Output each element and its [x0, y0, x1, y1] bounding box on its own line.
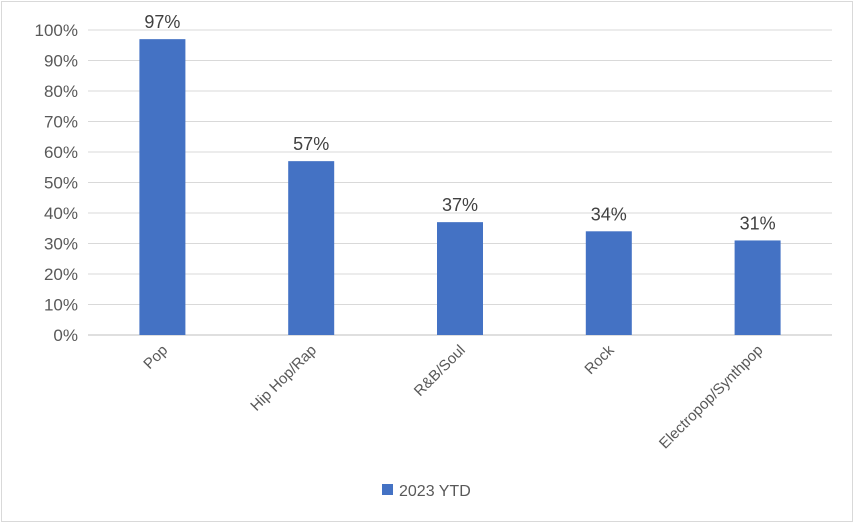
x-tick-label: R&B/Soul — [411, 342, 469, 400]
bars — [139, 39, 781, 336]
y-tick-label: 20% — [44, 265, 78, 284]
x-tick-label: Rock — [581, 341, 618, 378]
y-tick-label: 60% — [44, 143, 78, 162]
gridlines — [88, 29, 832, 336]
bar — [139, 39, 186, 336]
x-axis: Pop Hip Hop/Rap R&B/Soul Rock Electropop/Syn… — [140, 341, 766, 452]
bar — [437, 222, 483, 335]
legend: 2023 YTD — [382, 483, 471, 500]
y-axis: 0% 10% 20% 30% 40% 50% 60% 70% 80% 90% 100% — [35, 21, 78, 345]
legend-label: 2023 YTD — [399, 483, 471, 500]
y-tick-label: 90% — [44, 52, 78, 71]
x-tick-label: Hip Hop/Rap — [247, 342, 320, 415]
y-tick-label: 10% — [44, 296, 78, 315]
data-label: 57% — [293, 134, 329, 154]
data-labels: 97% 57% 37% 34% 31% — [144, 12, 775, 233]
y-tick-label: 70% — [44, 113, 78, 132]
y-tick-label: 0% — [53, 326, 78, 345]
y-tick-label: 50% — [44, 174, 78, 193]
y-tick-label: 80% — [44, 82, 78, 101]
y-tick-label: 40% — [44, 204, 78, 223]
bar — [288, 161, 335, 335]
data-label: 97% — [144, 12, 180, 32]
legend-swatch — [382, 484, 393, 495]
bar — [734, 240, 781, 335]
y-tick-label: 30% — [44, 235, 78, 254]
data-label: 31% — [740, 213, 776, 233]
y-tick-label: 100% — [35, 21, 78, 40]
data-label: 37% — [442, 195, 478, 215]
data-label: 34% — [591, 204, 627, 224]
x-tick-label: Pop — [140, 342, 171, 373]
bar — [585, 231, 632, 335]
x-tick-label: Electropop/Synthpop — [656, 342, 766, 452]
